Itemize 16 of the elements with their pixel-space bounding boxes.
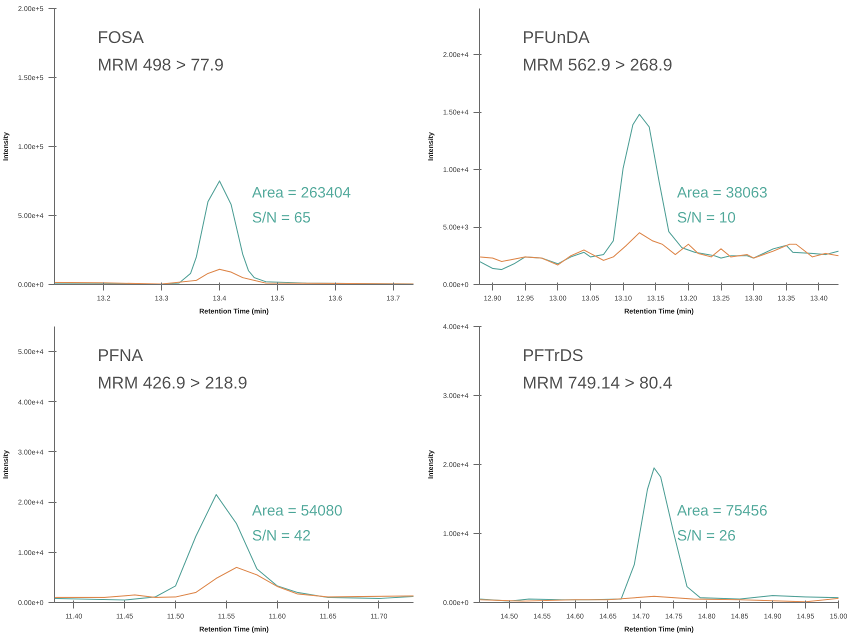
text: MRM 562.9 > 268.9 (522, 56, 672, 75)
text: PFNA (98, 346, 144, 366)
annotation: Area = 54080 (252, 502, 342, 520)
annotation: S/N = 10 (676, 210, 736, 227)
text: MRM 498 > 77.9 (98, 56, 224, 75)
annotation: Area = 263404 (252, 184, 351, 202)
annotation: Area = 38063 (676, 184, 768, 202)
text: MRM 426.9 > 218.9 (98, 374, 248, 393)
annotation: Area = 75456 (676, 502, 768, 520)
annotation: S/N = 42 (252, 528, 311, 545)
annotation: S/N = 26 (676, 528, 736, 545)
annotation: S/N = 65 (252, 210, 311, 227)
text: FOSA (98, 28, 145, 48)
text: PFUnDA (522, 28, 590, 48)
text: PFTrDS (522, 346, 584, 366)
text: MRM 749.14 > 80.4 (522, 374, 672, 393)
